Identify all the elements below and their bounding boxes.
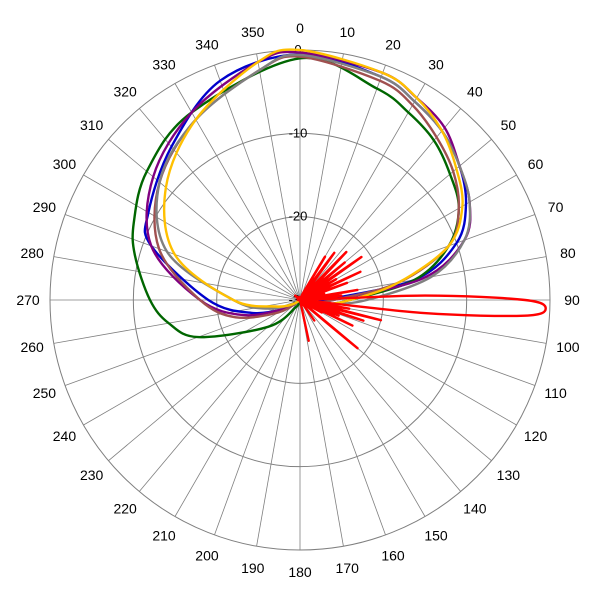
- angle-tick-label-240: 240: [53, 428, 77, 444]
- radial-tick-label: -20: [289, 209, 308, 224]
- angle-tick-label-230: 230: [80, 467, 104, 483]
- series-layer: [131, 48, 547, 350]
- radial-tick-labels: 0-10-20-30: [289, 42, 308, 307]
- angle-tick-label-190: 190: [241, 560, 265, 576]
- grid-spoke-160: [299, 299, 386, 536]
- angle-tick-label-290: 290: [33, 199, 57, 215]
- angle-tick-label-50: 50: [501, 117, 517, 133]
- angle-tick-label-130: 130: [497, 467, 521, 483]
- grid-spoke-140: [299, 299, 462, 492]
- grid-spoke-120: [299, 299, 517, 426]
- angle-tick-label-170: 170: [336, 560, 360, 576]
- grid-spoke-340: [214, 64, 301, 301]
- angle-tick-label-110: 110: [544, 385, 567, 401]
- angle-tick-label-150: 150: [424, 528, 448, 544]
- grid-spoke-170: [299, 299, 344, 547]
- angle-tick-label-120: 120: [524, 428, 548, 444]
- grid-spoke-290: [64, 214, 301, 301]
- angle-tick-label-270: 270: [16, 292, 40, 308]
- grid-spoke-20: [299, 64, 386, 301]
- angle-tick-label-310: 310: [80, 117, 104, 133]
- grid-spoke-210: [174, 299, 301, 517]
- angle-tick-label-80: 80: [560, 245, 576, 261]
- radial-tick-label: -10: [289, 125, 308, 140]
- angle-tick-labels: 0 10 20 30 40 50 60 70 80 90 100 110 120 130 140 150 160…: [16, 20, 580, 580]
- series-line-5: [162, 48, 464, 308]
- angle-tick-label-250: 250: [33, 385, 57, 401]
- angle-tick-label-180: 180: [288, 564, 312, 580]
- angle-tick-label-280: 280: [20, 245, 44, 261]
- grid-spoke-190: [256, 299, 301, 547]
- angle-tick-label-60: 60: [528, 156, 544, 172]
- angle-tick-label-10: 10: [339, 24, 355, 40]
- angle-tick-label-340: 340: [195, 36, 219, 52]
- grid-spoke-300: [83, 174, 301, 301]
- angle-tick-label-350: 350: [241, 24, 265, 40]
- angle-tick-label-160: 160: [381, 548, 405, 564]
- angle-tick-label-20: 20: [385, 36, 401, 52]
- angle-tick-label-30: 30: [428, 56, 444, 72]
- grid-spoke-350: [256, 53, 301, 301]
- angle-tick-label-40: 40: [467, 84, 483, 100]
- angle-tick-label-90: 90: [564, 292, 580, 308]
- angle-tick-label-0: 0: [296, 20, 304, 36]
- angle-tick-label-140: 140: [463, 500, 487, 516]
- angle-tick-label-300: 300: [53, 156, 77, 172]
- series-line-6: [293, 250, 547, 350]
- angle-tick-label-70: 70: [548, 199, 564, 215]
- angle-tick-label-210: 210: [152, 528, 176, 544]
- angle-tick-label-330: 330: [152, 56, 176, 72]
- grid-spoke-320: [138, 108, 301, 301]
- series-line-4: [155, 53, 472, 310]
- grid-spoke-240: [83, 299, 301, 426]
- angle-tick-label-200: 200: [195, 548, 219, 564]
- grid-spoke-150: [299, 299, 426, 517]
- angle-tick-label-220: 220: [113, 500, 137, 516]
- grid-spoke-310: [108, 138, 301, 301]
- angle-tick-label-100: 100: [556, 339, 580, 355]
- grid-spoke-200: [214, 299, 301, 536]
- angle-tick-label-260: 260: [20, 339, 44, 355]
- grid-spoke-10: [299, 53, 344, 301]
- angle-tick-label-320: 320: [113, 84, 137, 100]
- grid-spoke-220: [138, 299, 301, 492]
